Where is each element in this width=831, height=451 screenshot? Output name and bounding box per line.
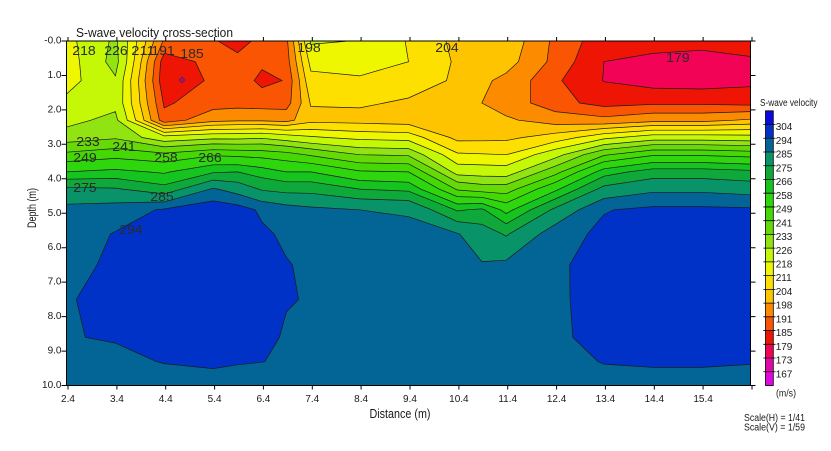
- svg-text:(m/s): (m/s): [776, 388, 796, 400]
- svg-text:3.4: 3.4: [110, 394, 124, 405]
- svg-text:226: 226: [776, 246, 793, 257]
- svg-text:11.4: 11.4: [498, 394, 517, 405]
- svg-text:179: 179: [666, 50, 690, 65]
- svg-text:14.4: 14.4: [645, 394, 665, 405]
- svg-text:211: 211: [131, 43, 155, 58]
- svg-text:204: 204: [776, 287, 793, 298]
- svg-text:275: 275: [776, 163, 793, 174]
- svg-text:191: 191: [151, 43, 175, 58]
- svg-text:6.4: 6.4: [256, 394, 270, 405]
- svg-text:198: 198: [776, 301, 793, 312]
- svg-text:4.0: 4.0: [48, 173, 62, 184]
- svg-text:179: 179: [776, 342, 793, 353]
- svg-text:204: 204: [435, 40, 459, 55]
- svg-text:12.4: 12.4: [547, 394, 567, 405]
- svg-text:9.0: 9.0: [48, 346, 62, 357]
- svg-text:275: 275: [73, 180, 97, 195]
- svg-text:218: 218: [776, 259, 793, 270]
- svg-text:Scale(V) = 1/59: Scale(V) = 1/59: [744, 423, 805, 434]
- svg-text:241: 241: [112, 139, 136, 154]
- svg-text:13.4: 13.4: [596, 394, 616, 405]
- svg-text:5.4: 5.4: [208, 394, 222, 405]
- svg-text:2.4: 2.4: [61, 394, 75, 405]
- svg-text:249: 249: [73, 150, 97, 165]
- svg-text:191: 191: [776, 314, 793, 325]
- svg-text:233: 233: [776, 232, 793, 243]
- svg-text:226: 226: [104, 43, 128, 58]
- svg-text:258: 258: [154, 150, 178, 165]
- svg-text:211: 211: [776, 273, 792, 284]
- svg-text:185: 185: [776, 328, 793, 339]
- svg-text:285: 285: [150, 189, 174, 204]
- svg-text:8.4: 8.4: [354, 394, 368, 405]
- svg-text:8.0: 8.0: [48, 311, 62, 322]
- svg-text:233: 233: [76, 134, 100, 149]
- svg-text:266: 266: [198, 150, 222, 165]
- svg-text:173: 173: [776, 356, 793, 367]
- svg-text:167: 167: [776, 369, 793, 380]
- svg-text:7.4: 7.4: [305, 394, 319, 405]
- svg-text:Distance (m): Distance (m): [370, 407, 431, 421]
- svg-text:294: 294: [119, 222, 143, 237]
- svg-text:3.0: 3.0: [48, 139, 62, 150]
- svg-text:294: 294: [776, 136, 793, 147]
- svg-text:S-wave velocity: S-wave velocity: [760, 98, 818, 109]
- svg-text:6.0: 6.0: [48, 242, 62, 253]
- svg-text:Scale(H) = 1/41: Scale(H) = 1/41: [744, 413, 805, 424]
- svg-text:258: 258: [776, 191, 793, 202]
- svg-text:9.4: 9.4: [403, 394, 417, 405]
- svg-text:285: 285: [776, 150, 793, 161]
- svg-text:1.0: 1.0: [48, 70, 62, 81]
- svg-text:Depth (m): Depth (m): [27, 188, 39, 228]
- svg-text:185: 185: [180, 46, 204, 61]
- svg-text:2.0: 2.0: [48, 104, 62, 115]
- svg-text:266: 266: [776, 177, 793, 188]
- svg-text:15.4: 15.4: [693, 394, 713, 405]
- svg-text:10.0: 10.0: [42, 380, 62, 391]
- svg-text:304: 304: [776, 122, 793, 133]
- svg-text:4.4: 4.4: [159, 394, 173, 405]
- svg-text:S-wave velocity cross-section: S-wave velocity cross-section: [76, 25, 233, 40]
- svg-text:10.4: 10.4: [449, 394, 469, 405]
- svg-text:249: 249: [776, 205, 793, 216]
- svg-text:7.0: 7.0: [48, 277, 62, 288]
- svg-text:198: 198: [297, 40, 321, 55]
- svg-text:5.0: 5.0: [48, 208, 62, 219]
- svg-text:-0.0: -0.0: [44, 36, 62, 47]
- svg-text:218: 218: [72, 43, 96, 58]
- svg-text:241: 241: [776, 218, 793, 229]
